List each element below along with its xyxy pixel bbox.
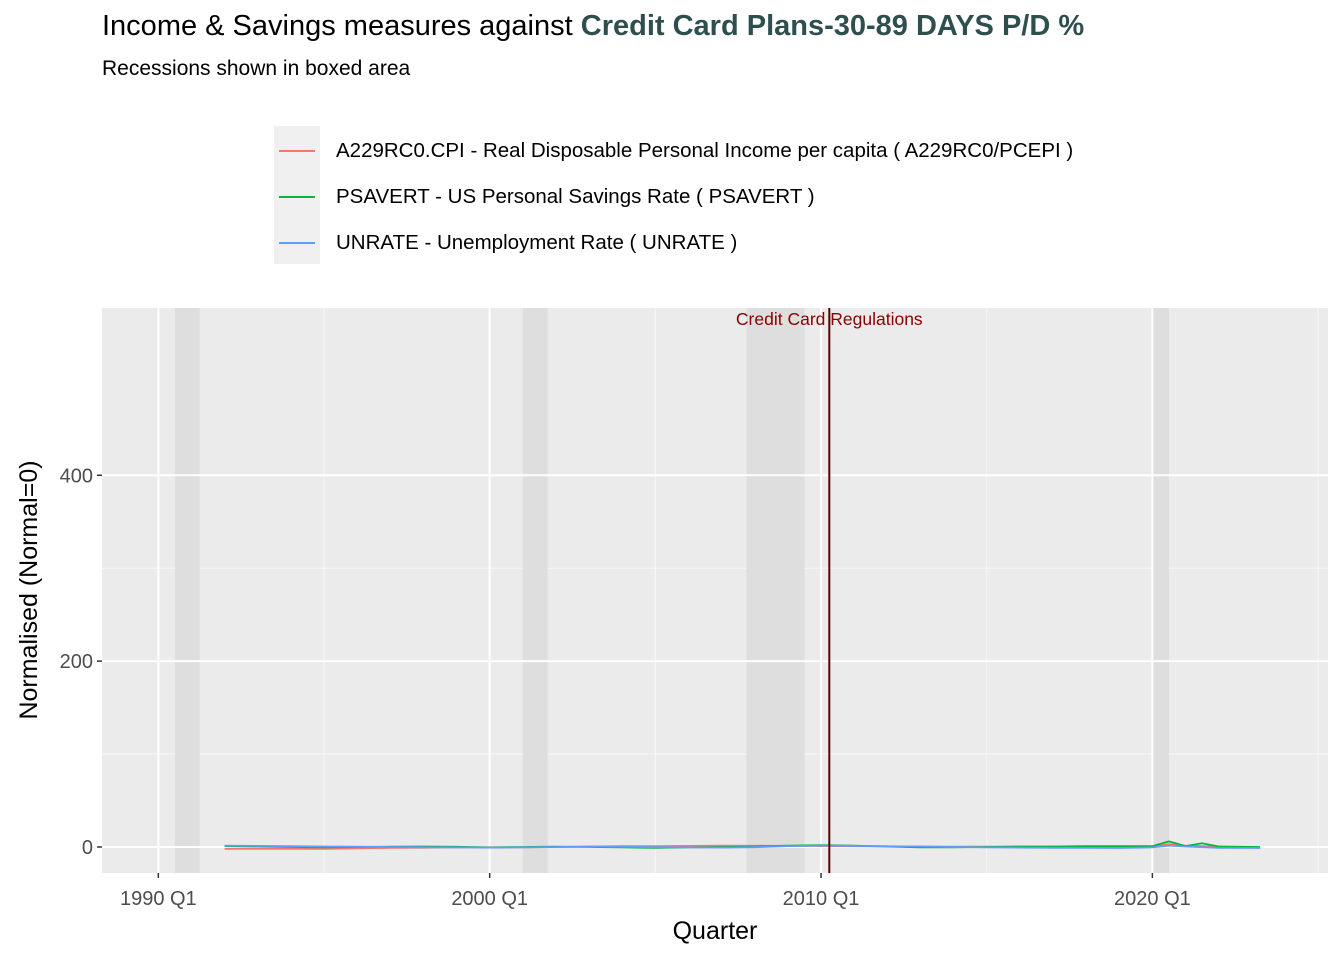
y-axis: 0 200 400 [60, 465, 102, 859]
y-tick-label: 200 [60, 651, 93, 673]
recession-band [174, 308, 200, 873]
recession-band [1152, 308, 1169, 873]
x-axis: 1990 Q1 2000 Q1 2010 Q1 2020 Q1 [120, 873, 1191, 910]
series-line-2 [224, 844, 1261, 849]
chart-title-highlight: Credit Card Plans-30-89 DAYS P/D % [580, 10, 1085, 42]
data-series [224, 840, 1261, 850]
legend-key-income [274, 128, 320, 174]
recession-bands [174, 308, 1169, 873]
chart-title: Income & Savings measures against Credit… [102, 10, 1084, 43]
minor-gridlines [102, 308, 1328, 873]
legend-item-savings: PSAVERT - US Personal Savings Rate ( PSA… [274, 174, 815, 220]
recession-band [746, 308, 805, 873]
legend-item-unemployment: UNRATE - Unemployment Rate ( UNRATE ) [274, 220, 737, 266]
chart-subtitle: Recessions shown in boxed area [102, 57, 411, 80]
legend-key-unemployment [274, 220, 320, 266]
chart-title-prefix: Income & Savings measures against [102, 10, 581, 42]
y-axis-label: Normalised (Normal=0) [15, 460, 43, 719]
legend-key-background [274, 126, 320, 264]
plot-panel [102, 308, 1328, 873]
x-axis-label: Quarter [673, 917, 758, 945]
x-tick-label: 2010 Q1 [783, 888, 860, 910]
y-tick-label: 0 [82, 837, 93, 859]
y-tick-label: 400 [60, 465, 93, 487]
regulation-marker-label: Credit Card Regulations [736, 309, 923, 329]
legend-label-income: A229RC0.CPI - Real Disposable Personal I… [336, 139, 1074, 162]
legend-line-income [279, 150, 315, 152]
legend-line-savings [279, 196, 315, 198]
x-tick-label: 2020 Q1 [1114, 888, 1191, 910]
legend-line-unemployment [279, 242, 315, 244]
legend-key-savings [274, 174, 320, 220]
legend-label-savings: PSAVERT - US Personal Savings Rate ( PSA… [336, 185, 815, 208]
annotation-group: Credit Card Regulations [736, 308, 923, 873]
legend-item-income: A229RC0.CPI - Real Disposable Personal I… [274, 128, 1073, 174]
x-tick-label: 1990 Q1 [120, 888, 197, 910]
recession-band [522, 308, 548, 873]
x-tick-label: 2000 Q1 [451, 888, 528, 910]
legend-label-unemployment: UNRATE - Unemployment Rate ( UNRATE ) [336, 231, 738, 254]
